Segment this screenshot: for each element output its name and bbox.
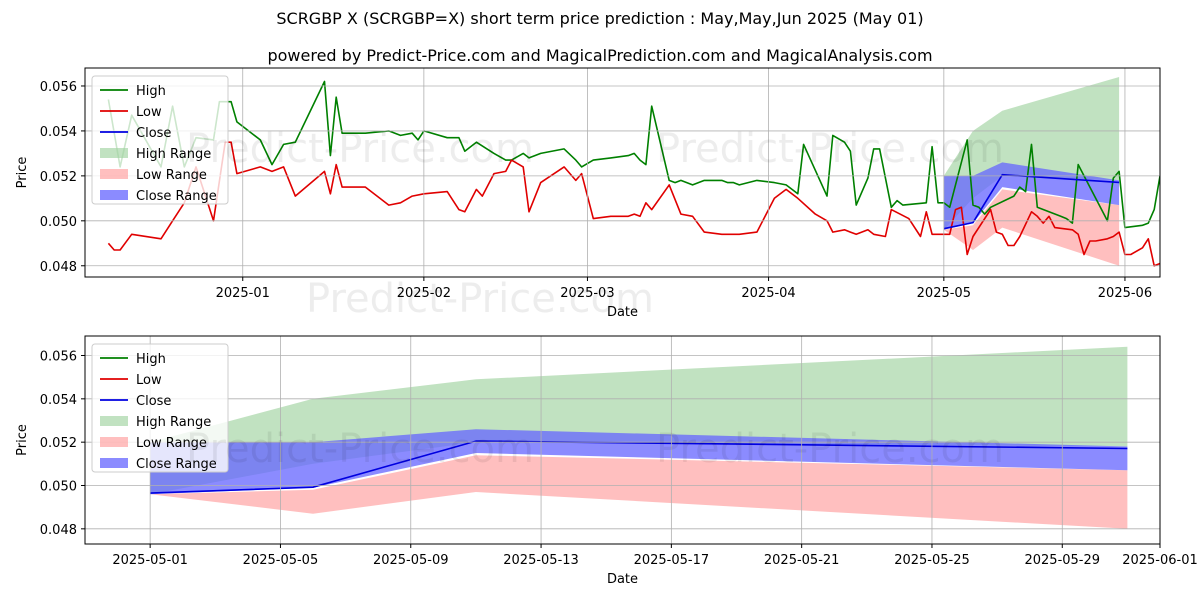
x-tick-label: 2025-05-05 — [243, 553, 319, 568]
legend-label-close-range: Close Range — [136, 189, 217, 204]
legend-label-high: High — [136, 352, 166, 367]
x-tick-label: 2025-05-01 — [112, 553, 188, 568]
chart-panel-1: 2025-01 2025-02 2025-03 2025-04 2025-05 2025-… — [15, 67, 1161, 320]
legend-label-high-range: High Range — [136, 415, 211, 430]
x-tick-label: 2025-01 — [216, 286, 270, 301]
legend-label-close: Close — [136, 394, 171, 409]
y-tick-label: 0.050 — [40, 480, 77, 495]
legend-swatch-high-range — [100, 148, 128, 158]
chart-panel-2: 2025-05-01 2025-05-05 2025-05-09 2025-05-13… — [15, 335, 1198, 587]
chart-title: SCRGBP X (SCRGBP=X) short term price pre… — [276, 9, 924, 28]
legend-label-close: Close — [136, 126, 171, 141]
close-series-line — [943, 173, 1120, 230]
x-tick-label: 2025-05 — [917, 286, 971, 301]
x-tick-label: 2025-06-01 — [1122, 553, 1198, 568]
x-tick-label: 2025-05-17 — [634, 553, 710, 568]
watermark-text: Predict-Price.com — [656, 126, 1004, 172]
legend-label-high: High — [136, 84, 166, 99]
legend-swatch-close-range — [100, 458, 128, 468]
x-tick-label: 2025-05-21 — [764, 553, 840, 568]
y-tick-label: 0.056 — [40, 80, 77, 95]
high-series-line — [107, 80, 1160, 229]
legend-label-low-range: Low Range — [136, 436, 207, 451]
y-tick-label: 0.056 — [40, 350, 77, 365]
low-range-band — [150, 455, 1128, 529]
watermark-text: Predict-Price.com — [186, 426, 534, 472]
legend-swatch-low-range — [100, 169, 128, 179]
x-tick-label: 2025-04 — [741, 286, 795, 301]
axes-frame — [84, 67, 1161, 278]
chart-subtitle: powered by Predict-Price.com and Magical… — [267, 46, 933, 65]
plot-area — [107, 77, 1160, 267]
x-tick-label: 2025-06 — [1098, 286, 1152, 301]
legend-swatch-close-range — [100, 190, 128, 200]
x-axis-label: Date — [607, 572, 638, 587]
high-range-band — [150, 346, 1128, 495]
x-tick-label: 2025-02 — [397, 286, 451, 301]
legend-swatch-low-range — [100, 437, 128, 447]
watermark-text: Predict-Price.com — [656, 426, 1004, 472]
y-tick-label: 0.054 — [40, 393, 77, 408]
y-axis-label: Price — [15, 157, 30, 189]
legend-label-low: Low — [136, 373, 162, 388]
y-tick-label: 0.052 — [40, 170, 77, 185]
y-tick-label: 0.050 — [40, 215, 77, 230]
x-tick-label: 2025-05-09 — [373, 553, 449, 568]
y-tick-label: 0.054 — [40, 125, 77, 140]
legend-label-high-range: High Range — [136, 147, 211, 162]
x-axis-label: Date — [607, 305, 638, 320]
legend-label-low-range: Low Range — [136, 168, 207, 183]
legend-label-close-range: Close Range — [136, 457, 217, 472]
low-range-band — [943, 189, 1120, 266]
y-tick-label: 0.048 — [40, 523, 77, 538]
y-tick-label: 0.052 — [40, 436, 77, 451]
legend: High Low Close High Range Low Range Close Ran… — [91, 75, 229, 205]
axes-frame — [84, 335, 1161, 545]
x-tick-label: 2025-05-29 — [1024, 553, 1100, 568]
legend: High Low Close High Range Low Range Close Ran… — [91, 343, 229, 473]
x-tick-label: 2025-03 — [560, 286, 614, 301]
legend-label-low: Low — [136, 105, 162, 120]
legend-swatch-high-range — [100, 416, 128, 426]
y-tick-label: 0.048 — [40, 260, 77, 275]
x-tick-label: 2025-05-25 — [894, 553, 970, 568]
watermark-text: Predict-Price.com — [306, 276, 654, 322]
x-tick-label: 2025-05-13 — [503, 553, 579, 568]
y-axis-label: Price — [15, 424, 30, 456]
high-range-band — [943, 77, 1120, 230]
low-series-line — [107, 141, 1160, 267]
watermark-text: Predict-Price.com — [186, 126, 534, 172]
